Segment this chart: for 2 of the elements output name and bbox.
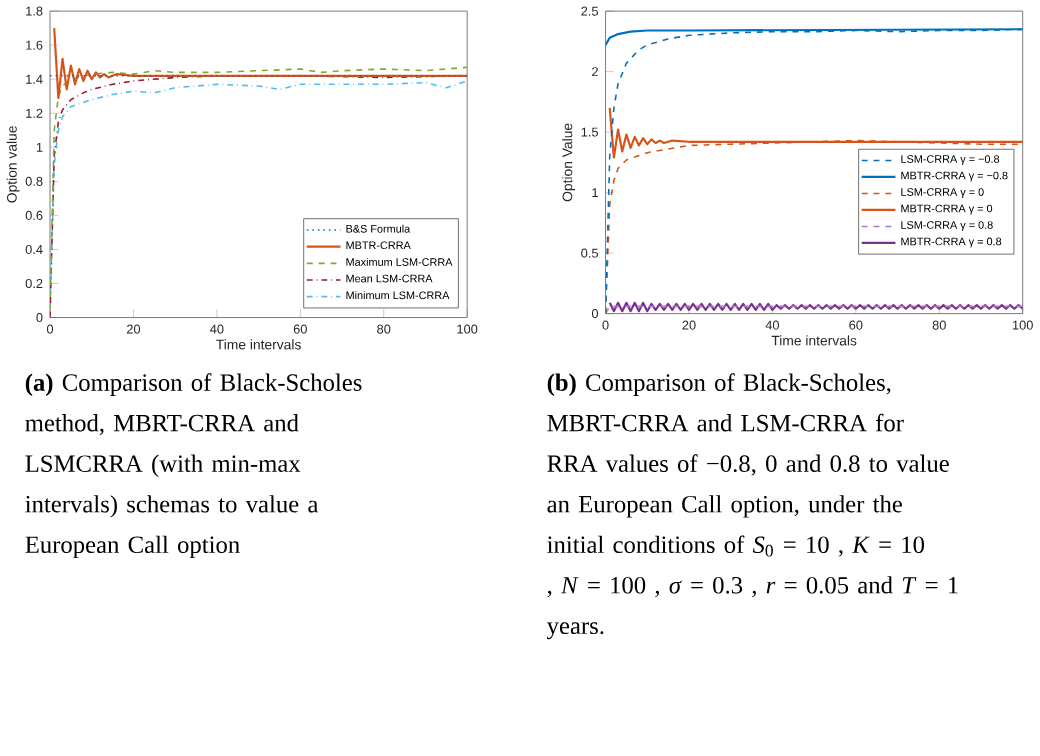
- text: (a) Comparison of Black-Scholes method, MBRT-CRRA and LSMCRRA (with min-max intervals) schemas to value a European Call option: [25, 373, 362, 558]
- text: (b) Comparison of Black-Scholes, MBRT-CRRA and LSM-CRRA for RRA values of −0.8, 0 and 0.8 to value an European Call option, under the initial conditions of S$_{0}$ = 10 , K = 10 , N = 100 , σ = 0.3 , r = 0.05 and T = 1 years.: [546, 373, 958, 639]
